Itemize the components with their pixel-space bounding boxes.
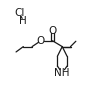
Text: Cl: Cl [14, 8, 25, 18]
Text: O: O [48, 26, 57, 36]
Text: NH: NH [54, 68, 70, 78]
Text: H: H [20, 16, 27, 26]
Text: O: O [37, 36, 45, 46]
